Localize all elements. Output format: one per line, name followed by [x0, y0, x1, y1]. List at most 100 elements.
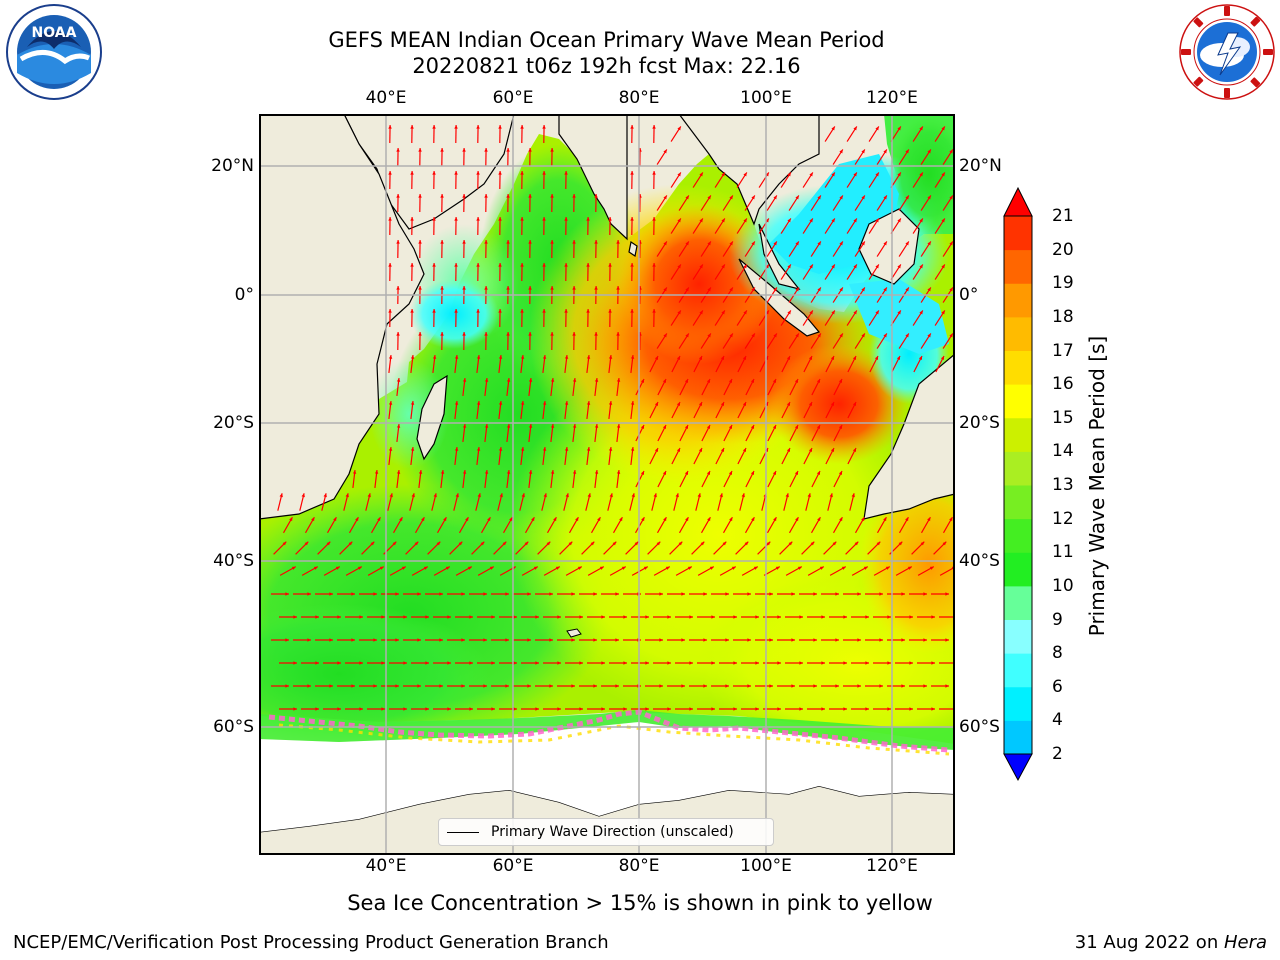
wave-arrow-head: [907, 566, 912, 570]
lon-tick-bottom: 120°E: [866, 856, 918, 876]
wave-arrow-head: [791, 592, 795, 596]
wave-arrow-head: [403, 615, 407, 619]
wave-arrow-head: [333, 517, 337, 522]
lat-tick-right: 20°N: [959, 156, 1002, 176]
wave-arrow-head: [533, 566, 538, 570]
wave-arrow-head: [728, 379, 732, 383]
wave-arrow-head: [831, 218, 835, 223]
wave-arrow-head: [807, 493, 811, 498]
wave-arrow-head: [794, 425, 798, 429]
wave-arrow-head: [491, 661, 495, 665]
wave-arrow-head: [923, 592, 927, 596]
wave-arrow-head: [703, 684, 707, 688]
wave-arrow-head: [433, 493, 437, 498]
nws-logo: [1179, 4, 1275, 100]
wave-arrow-head: [707, 195, 711, 200]
wave-arrow-head: [462, 194, 466, 198]
wave-arrow-head: [550, 194, 554, 198]
wave-arrow-head: [949, 517, 953, 522]
wave-arrow-head: [743, 218, 747, 223]
wave-arrow-head: [621, 566, 626, 570]
wave-arrow-head: [728, 425, 732, 429]
wave-arrow-head: [697, 493, 701, 498]
wave-arrow-head: [506, 378, 511, 382]
wave-arrow-head: [772, 425, 776, 429]
wave-arrow-head: [743, 172, 747, 177]
wave-arrow-head: [594, 240, 598, 244]
lat-tick-left: 20°N: [211, 156, 254, 176]
wave-arrow-head: [865, 615, 869, 619]
wave-arrow-head: [787, 172, 791, 177]
wave-arrow-head: [549, 684, 553, 688]
wave-arrow-head: [564, 447, 569, 451]
wave-arrow-head: [608, 447, 613, 451]
wave-arrow-head: [454, 125, 458, 129]
wave-arrow-head: [711, 615, 715, 619]
wave-arrow-head: [462, 378, 467, 382]
wave-arrow-head: [594, 378, 599, 382]
wave-arrow-head: [875, 172, 879, 177]
wave-arrow-head: [506, 148, 510, 152]
colorbar-segment: [1004, 451, 1032, 486]
wave-arrow-head: [896, 356, 900, 360]
wave-arrow-head: [432, 355, 437, 359]
wave-arrow-head: [929, 566, 934, 570]
wave-arrow-head: [491, 707, 495, 711]
wave-arrow-head: [941, 218, 945, 223]
wave-arrow-head: [455, 493, 459, 498]
wave-arrow-head: [684, 379, 688, 383]
wave-arrow-head: [865, 661, 869, 665]
wave-arrow-head: [905, 287, 909, 292]
colorbar-segment: [1004, 216, 1032, 251]
wave-arrow-head: [853, 264, 857, 269]
wave-arrow-head: [549, 638, 553, 642]
wave-arrow-head: [467, 566, 472, 570]
wave-arrow-head: [615, 638, 619, 642]
wave-arrow-head: [769, 592, 773, 596]
wave-arrow-head: [506, 194, 510, 198]
wave-arrow-head: [634, 541, 639, 546]
wave-arrow-head: [377, 517, 381, 522]
wave-arrow-head: [396, 378, 401, 382]
wave-arrow-head: [616, 332, 620, 336]
wave-arrow-head: [821, 661, 825, 665]
wave-arrow-head: [721, 310, 725, 315]
wave-arrow-head: [293, 661, 297, 665]
wave-arrow-head: [765, 172, 769, 177]
wave-arrow-head: [645, 661, 649, 665]
wave-arrow-head: [461, 684, 465, 688]
wave-arrow-head: [531, 517, 535, 522]
wave-arrow-head: [458, 541, 463, 546]
wave-arrow-head: [462, 332, 466, 336]
wave-arrow-head: [659, 684, 663, 688]
colorbar-tick-label: 14: [1052, 441, 1074, 462]
wave-arrow-head: [469, 707, 473, 711]
wave-arrow-head: [923, 684, 927, 688]
colorbar-tick-label: 20: [1052, 239, 1074, 260]
wave-arrow-head: [949, 195, 953, 200]
wave-arrow-head: [931, 707, 935, 711]
wave-arrow-head: [506, 424, 511, 428]
lat-tick-left: 60°S: [213, 717, 254, 737]
wave-arrow-head: [684, 425, 688, 429]
wave-arrow-head: [799, 615, 803, 619]
wave-arrow-head: [454, 263, 458, 267]
wave-arrow-head: [601, 661, 605, 665]
wave-arrow-head: [640, 425, 644, 429]
colorbar-tick-label: 2: [1052, 744, 1063, 764]
wave-arrow-head: [777, 661, 781, 665]
wave-arrow-head: [381, 707, 385, 711]
wave-arrow-head: [513, 615, 517, 619]
wave-arrow-head: [410, 217, 414, 221]
wave-arrow-head: [711, 661, 715, 665]
colorbar-tick-label: 17: [1052, 340, 1074, 361]
lon-tick-top: 60°E: [492, 88, 534, 108]
wave-arrow-head: [852, 356, 856, 360]
wave-arrow-head: [927, 287, 931, 292]
wave-arrow-head: [291, 566, 296, 570]
wave-arrow-head: [685, 195, 689, 200]
wave-arrow-head: [586, 309, 590, 313]
wave-arrow-head: [498, 263, 502, 267]
wave-arrow-head: [883, 149, 887, 154]
wave-arrow-head: [395, 684, 399, 688]
